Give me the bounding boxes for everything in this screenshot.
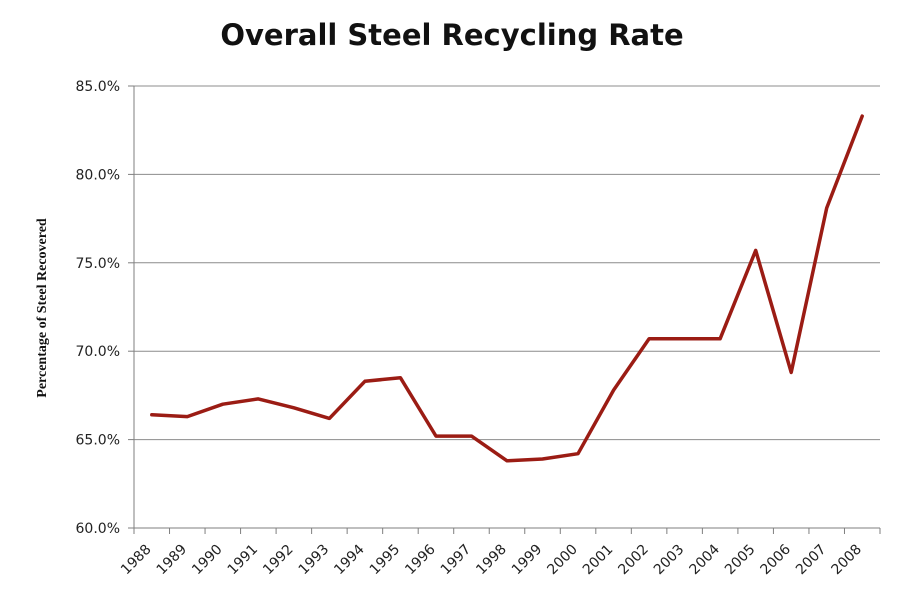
y-tick-label: 65.0% — [76, 433, 120, 449]
chart-title: Overall Steel Recycling Rate — [220, 18, 684, 52]
y-tick-label: 70.0% — [76, 344, 120, 360]
series-line — [150, 114, 864, 463]
y-tick-label: 75.0% — [76, 256, 120, 272]
x-tick-label: 1998 — [473, 542, 510, 579]
x-tick-label: 1997 — [438, 542, 475, 579]
x-tick-label: 2006 — [758, 541, 795, 578]
y-tick-label: 60.0% — [76, 521, 120, 537]
x-tick-label: 1988 — [118, 542, 155, 579]
x-tick-label: 2008 — [829, 542, 866, 579]
x-tick-label: 1995 — [367, 542, 404, 579]
x-tick-label: 2003 — [651, 542, 688, 579]
x-tick-label: 1993 — [296, 542, 333, 579]
x-tick-label: 1996 — [402, 541, 439, 578]
x-tick-label: 2007 — [793, 542, 830, 579]
y-tick-label: 80.0% — [76, 167, 120, 183]
x-tick-label: 2001 — [580, 542, 617, 579]
x-tick-label: 1992 — [260, 542, 297, 579]
x-tick-label: 2002 — [615, 542, 652, 579]
x-tick-label: 1991 — [225, 542, 262, 579]
x-tick-label: 1999 — [509, 542, 546, 579]
x-tick-label: 1990 — [189, 542, 226, 579]
y-tick-label: 85.0% — [76, 79, 120, 95]
x-tick-label: 2000 — [544, 542, 581, 579]
x-tick-label: 2005 — [722, 542, 759, 579]
x-tick-label: 2004 — [686, 541, 723, 578]
x-tick-label: 1989 — [154, 542, 191, 579]
x-tick-label: 1994 — [331, 541, 368, 578]
